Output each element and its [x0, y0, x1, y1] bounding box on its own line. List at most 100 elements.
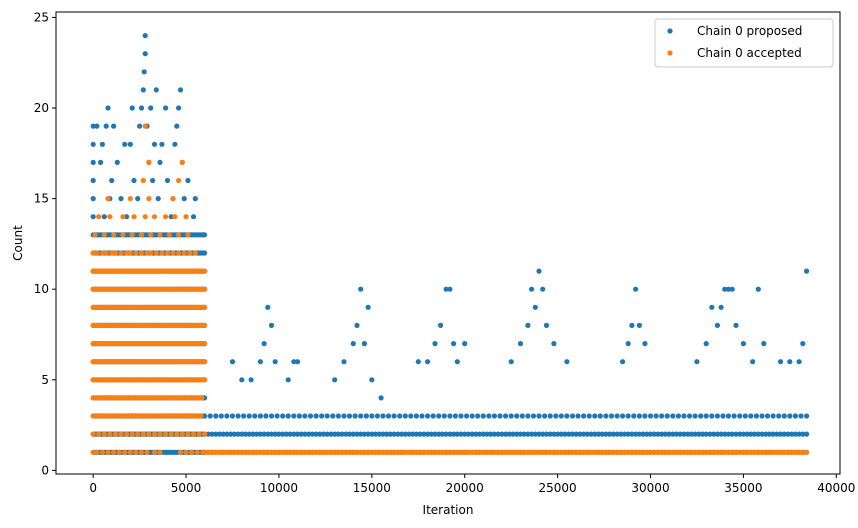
- y-axis-ticks: 0 5 10 15 20 25: [34, 10, 56, 477]
- data-point: [150, 413, 156, 419]
- data-point: [248, 377, 254, 383]
- data-point: [140, 431, 146, 437]
- data-point: [205, 431, 211, 437]
- data-point: [709, 304, 715, 310]
- data-point: [185, 177, 191, 184]
- data-point: [432, 431, 438, 437]
- data-point: [127, 141, 133, 147]
- data-point: [179, 431, 185, 437]
- data-point: [185, 232, 191, 238]
- data-point: [283, 431, 289, 437]
- data-point: [306, 431, 312, 437]
- data-point: [688, 431, 695, 437]
- data-point: [90, 250, 96, 256]
- data-point: [569, 413, 576, 419]
- data-point: [564, 359, 570, 365]
- data-point: [361, 431, 367, 437]
- data-point: [107, 431, 113, 437]
- data-point: [774, 431, 780, 437]
- data-point: [566, 431, 572, 437]
- legend-marker-accepted: [667, 50, 673, 56]
- data-point: [346, 413, 353, 419]
- data-point: [620, 359, 626, 365]
- data-point: [131, 177, 137, 184]
- data-point: [335, 431, 341, 437]
- y-axis-label: Count: [11, 225, 25, 261]
- data-point: [380, 413, 386, 419]
- data-point: [592, 431, 598, 437]
- data-point: [224, 431, 230, 437]
- data-point: [540, 431, 546, 437]
- data-point: [276, 431, 282, 437]
- data-point: [588, 431, 594, 437]
- data-point: [659, 431, 665, 437]
- data-point: [636, 431, 643, 437]
- data-point: [287, 431, 293, 437]
- data-point: [254, 431, 260, 437]
- data-point: [352, 413, 358, 419]
- data-point: [397, 413, 403, 419]
- data-point: [666, 431, 672, 437]
- x-tick-label: 5000: [171, 481, 202, 495]
- data-point: [302, 431, 308, 437]
- data-point: [190, 413, 197, 419]
- data-point: [135, 196, 141, 202]
- data-point: [157, 413, 163, 419]
- data-point: [229, 359, 236, 365]
- data-point: [103, 250, 109, 256]
- data-point: [413, 431, 419, 437]
- data-point: [633, 431, 639, 437]
- data-point: [94, 449, 100, 455]
- data-point: [202, 268, 208, 274]
- data-point: [592, 413, 598, 419]
- data-point: [153, 87, 159, 93]
- data-point: [153, 413, 159, 419]
- data-point: [361, 341, 367, 347]
- data-point: [199, 395, 205, 401]
- x-axis-ticks: 0 5000 10000 15000 20000 25000 30000 35000 40000: [89, 474, 855, 495]
- data-point: [207, 413, 213, 419]
- data-point: [777, 431, 784, 437]
- data-point: [122, 141, 128, 147]
- data-point: [454, 359, 460, 365]
- data-point: [90, 159, 96, 165]
- data-point: [558, 413, 564, 419]
- data-point: [103, 123, 109, 129]
- x-tick-label: 15000: [353, 481, 391, 495]
- data-point: [94, 250, 100, 256]
- data-point: [313, 431, 319, 437]
- data-point: [146, 431, 152, 437]
- data-point: [131, 214, 137, 220]
- data-point: [137, 123, 143, 129]
- data-point: [495, 431, 501, 437]
- data-point: [174, 123, 180, 129]
- data-point: [291, 431, 297, 437]
- data-point: [99, 141, 105, 147]
- data-point: [425, 359, 431, 365]
- data-point: [135, 413, 141, 419]
- data-point: [703, 431, 709, 437]
- data-point: [714, 413, 721, 419]
- data-point: [766, 431, 773, 437]
- data-point: [307, 413, 314, 419]
- data-point: [129, 105, 135, 111]
- data-point: [369, 431, 375, 437]
- data-point: [335, 413, 341, 419]
- data-point: [127, 196, 133, 202]
- data-point: [153, 250, 159, 256]
- data-point: [268, 431, 275, 437]
- data-point: [358, 413, 364, 419]
- data-point: [285, 377, 291, 383]
- data-point: [748, 431, 754, 437]
- data-point: [484, 431, 490, 437]
- data-point: [291, 359, 297, 365]
- data-point: [272, 359, 278, 365]
- data-point: [198, 413, 204, 419]
- data-point: [742, 413, 748, 419]
- data-point: [235, 431, 241, 437]
- data-point: [536, 431, 542, 437]
- x-tick-label: 30000: [631, 481, 669, 495]
- data-point: [519, 413, 525, 419]
- data-point: [129, 232, 135, 238]
- data-point: [265, 431, 271, 437]
